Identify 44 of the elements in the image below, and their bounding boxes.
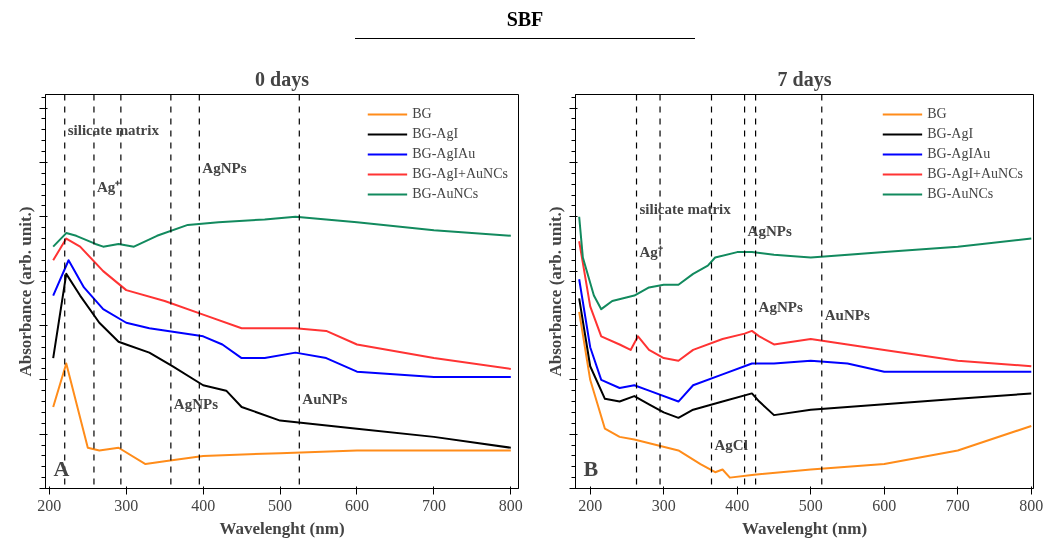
annotation: AgNPs: [747, 222, 792, 239]
legend-label: BG-AgI: [412, 126, 459, 142]
y-axis-title: Absorbance (arb. unit.): [15, 206, 35, 377]
legend-label: BG: [927, 106, 948, 122]
x-tick-label: 300: [114, 496, 139, 514]
x-tick-label: 500: [798, 496, 823, 514]
x-tick-label: 200: [578, 496, 603, 514]
annotation: B: [583, 455, 599, 481]
x-tick-label: 400: [191, 496, 216, 514]
x-tick-label: 200: [37, 496, 62, 514]
chart-title: 7 days: [777, 67, 832, 91]
legend-label: BG-AgIAu: [412, 146, 476, 162]
annotation: Ag⁺: [639, 244, 663, 261]
annotation: AgNPs: [758, 298, 803, 315]
x-tick-label: 800: [498, 496, 523, 514]
legend-label: BG-AgIAu: [927, 146, 991, 162]
legend-label: BG-AuNCs: [412, 186, 479, 202]
x-tick-label: 500: [268, 496, 293, 514]
y-axis-title: Absorbance (arb. unit.): [545, 206, 565, 377]
annotation: AuNPs: [824, 306, 870, 323]
legend-label: BG-AgI+AuNCs: [927, 166, 1023, 182]
x-tick-label: 800: [1019, 496, 1044, 514]
annotation: AgNPs: [173, 396, 219, 413]
legend-label: BG-AgI: [927, 126, 974, 142]
x-tick-label: 700: [421, 496, 446, 514]
x-tick-label: 400: [725, 496, 750, 514]
legend-label: BG-AuNCs: [927, 186, 994, 202]
annotation: AgNPs: [202, 160, 247, 177]
x-tick-label: 600: [872, 496, 897, 514]
annotation: silicate matrix: [67, 121, 160, 138]
chart-subtitle: SBF: [505, 7, 545, 32]
legend-label: BG: [412, 106, 433, 122]
legend-label: BG-AgI+AuNCs: [412, 166, 508, 182]
annotation: AuNPs: [302, 390, 348, 407]
annotation: silicate matrix: [639, 200, 732, 217]
annotation: AgCl: [714, 437, 748, 454]
x-tick-label: 300: [651, 496, 676, 514]
x-axis-title: Wavelenght (nm): [741, 518, 868, 538]
x-tick-label: 600: [344, 496, 369, 514]
x-tick-label: 700: [945, 496, 970, 514]
x-axis-title: Wavelenght (nm): [219, 518, 345, 538]
chart-title: 0 days: [255, 67, 310, 91]
annotation: A: [53, 455, 70, 481]
annotation: Ag⁺: [96, 179, 121, 196]
